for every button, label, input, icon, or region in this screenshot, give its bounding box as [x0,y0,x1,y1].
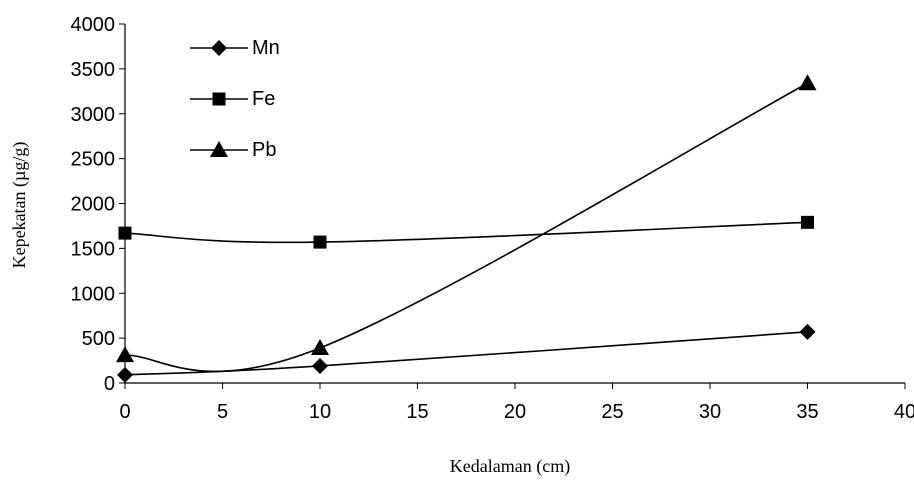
data-point-fe [313,235,327,249]
data-point-mn [117,366,133,383]
x-tick-label: 20 [504,401,526,423]
y-tick-label: 2500 [71,149,116,171]
data-point-fe [118,226,132,240]
y-tick-label: 1000 [71,283,116,305]
legend-label-pb: Pb [252,139,276,161]
data-point-mn [799,323,816,340]
y-axis-ticks: 0 500 1000 1500 2000 2500 3000 3500 4000 [71,14,125,395]
y-tick-label: 4000 [71,14,116,36]
x-tick-label: 10 [309,401,331,423]
legend-marker-mn [211,40,227,56]
x-tick-label: 0 [119,401,130,423]
x-tick-label: 35 [796,401,818,423]
y-axis-title: Kepekatan (µg/g) [9,142,30,269]
legend-marker-pb [210,141,228,157]
series-line-mn [124,331,808,376]
data-point-pb [116,346,134,363]
series-lines [124,82,808,376]
legend-label-fe: Fe [252,88,275,110]
series-line-pb [124,82,808,373]
y-tick-label: 1500 [71,238,116,260]
legend-label-mn: Mn [252,37,280,59]
y-tick-label: 3500 [71,59,116,81]
data-point-pb [311,338,329,355]
x-tick-label: 5 [217,401,228,423]
x-axis-ticks: 0 5 10 15 20 25 30 35 40 [119,383,914,423]
y-tick-label: 0 [104,373,115,395]
x-tick-label: 25 [601,401,623,423]
x-tick-label: 15 [406,401,428,423]
series-line-fe [124,221,808,244]
x-tick-label: 30 [699,401,721,423]
data-point-fe [801,215,814,229]
x-tick-label: 40 [894,401,914,423]
series-markers [116,74,817,383]
y-tick-label: 3000 [71,104,116,126]
y-tick-label: 500 [82,328,115,350]
axes [124,24,905,384]
y-tick-label: 2000 [71,194,116,216]
data-point-pb [798,74,817,91]
legend-marker-fe [212,92,226,106]
x-axis-title: Kedalaman (cm) [450,456,570,477]
legend: Mn Fe Pb [190,37,280,161]
data-point-mn [312,357,328,374]
